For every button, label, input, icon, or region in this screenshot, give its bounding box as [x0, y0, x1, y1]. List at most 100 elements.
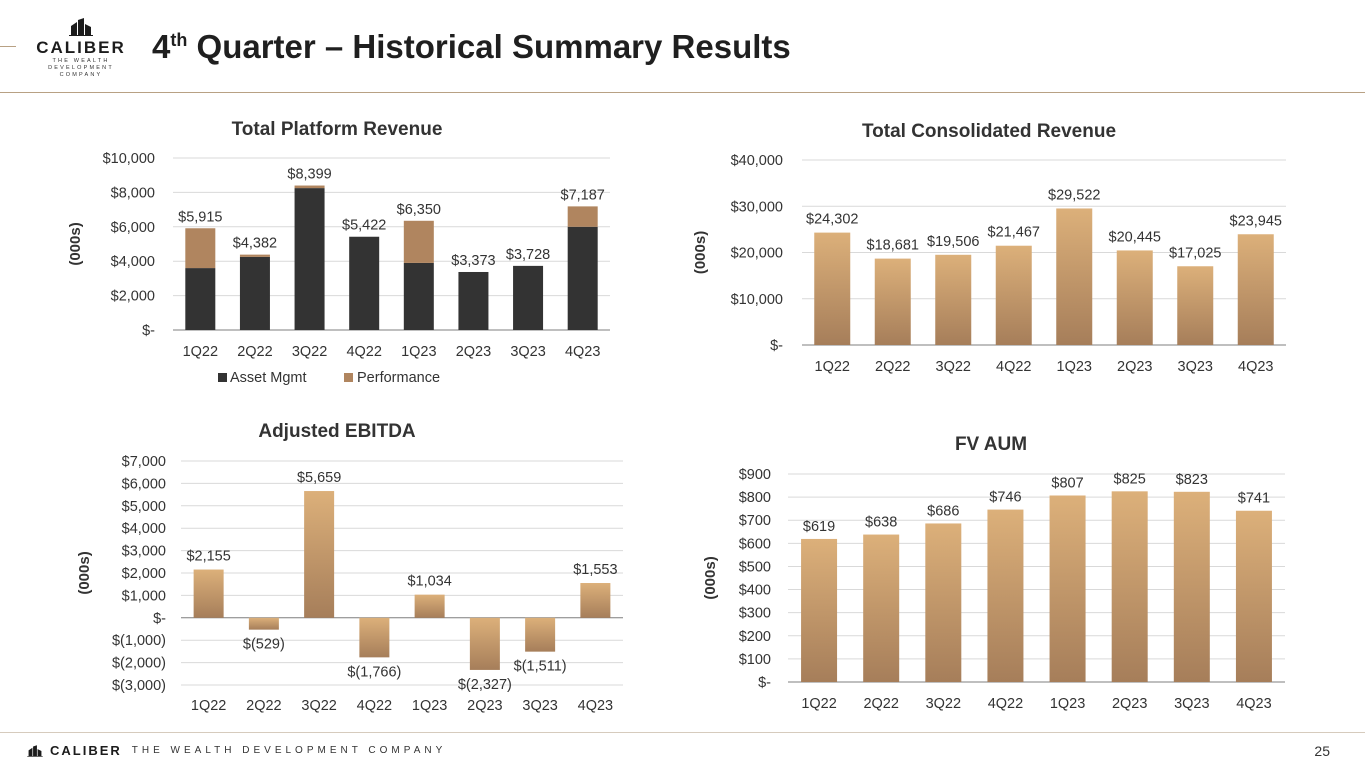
legend-label: Asset Mgmt	[230, 370, 307, 386]
bar	[814, 232, 851, 345]
legend-swatch-performance	[344, 373, 353, 382]
x-tick-label: 4Q23	[578, 698, 613, 714]
bar	[935, 254, 972, 345]
footer-logo: CALIBER THE WEALTH DEVELOPMENT COMPANY	[26, 743, 446, 758]
fv-aum-chart: FV AUM (000s) $- $100 $200 $300 $400 $500 $600 $7…	[702, 434, 1285, 712]
page-number: 25	[1314, 743, 1330, 759]
data-label: $2,155	[186, 549, 230, 565]
data-label: $8,399	[287, 167, 331, 183]
y-tick-label: $900	[739, 467, 771, 483]
x-tick-label: 2Q22	[875, 359, 910, 375]
x-tick-label: 4Q22	[357, 698, 392, 714]
caliber-building-icon	[69, 18, 93, 36]
y-tick-label: $(3,000)	[112, 678, 166, 694]
x-tick-label: 1Q22	[183, 344, 218, 360]
x-tick-label: 2Q23	[1112, 696, 1147, 712]
x-tick-label: 3Q23	[1178, 359, 1213, 375]
data-label: $619	[803, 519, 835, 535]
legend-label: Performance	[357, 370, 440, 386]
data-label: $6,350	[397, 202, 441, 218]
caliber-building-icon	[27, 744, 43, 757]
y-tick-label: $6,000	[111, 220, 155, 236]
y-axis-label: (000s)	[702, 556, 719, 599]
data-label: $20,445	[1109, 229, 1161, 245]
y-axis-label: (000s)	[692, 231, 709, 274]
data-label: $(529)	[243, 637, 285, 653]
y-tick-label: $3,000	[122, 544, 166, 560]
chart-title: Total Consolidated Revenue	[862, 121, 1116, 142]
header-accent	[0, 46, 16, 47]
data-label: $18,681	[867, 238, 919, 254]
y-tick-label: $4,000	[111, 254, 155, 270]
legend-swatch-asset-mgmt	[218, 373, 227, 382]
bar-performance	[294, 185, 325, 189]
x-tick-label: 3Q23	[1174, 696, 1209, 712]
x-tick-label: 2Q22	[246, 698, 281, 714]
x-tick-label: 1Q22	[801, 696, 836, 712]
y-tick-label: $40,000	[731, 153, 783, 169]
bar	[863, 534, 900, 682]
x-tick-label: 4Q22	[988, 696, 1023, 712]
data-label: $21,467	[988, 225, 1040, 241]
y-tick-label: $6,000	[122, 476, 166, 492]
bar	[987, 509, 1024, 682]
bar-asset-mgmt	[349, 236, 380, 330]
y-tick-label: $10,000	[731, 292, 783, 308]
bar	[925, 523, 962, 682]
bar	[525, 617, 556, 652]
data-label: $5,915	[178, 209, 222, 225]
data-label: $686	[927, 503, 959, 519]
y-tick-label: $10,000	[103, 151, 155, 167]
bar-asset-mgmt	[458, 271, 489, 330]
bar	[1116, 250, 1153, 345]
bar	[1049, 495, 1086, 682]
data-label: $29,522	[1048, 187, 1100, 203]
x-tick-label: 3Q22	[926, 696, 961, 712]
x-tick-label: 1Q23	[401, 344, 436, 360]
y-axis-label: (000s)	[76, 551, 93, 594]
x-tick-label: 2Q23	[456, 344, 491, 360]
x-tick-label: 2Q22	[863, 696, 898, 712]
y-tick-label: $20,000	[731, 246, 783, 262]
bar	[469, 617, 500, 670]
data-label: $825	[1114, 471, 1146, 487]
bar-performance	[239, 254, 270, 257]
adjusted-ebitda-chart: Adjusted EBITDA (000s) $(3,000) $(2,000) $(1…	[76, 421, 623, 714]
y-tick-label: $200	[739, 629, 771, 645]
logo-tagline: THE WEALTH DEVELOPMENT	[48, 58, 114, 71]
bar-asset-mgmt	[567, 226, 598, 330]
data-label: $4,382	[233, 236, 277, 252]
data-label: $638	[865, 515, 897, 531]
y-tick-label: $700	[739, 513, 771, 529]
y-tick-label: $7,000	[122, 454, 166, 470]
x-tick-label: 2Q22	[237, 344, 272, 360]
bar	[1173, 491, 1210, 682]
data-label: $1,553	[573, 562, 617, 578]
y-tick-label: $(2,000)	[112, 656, 166, 672]
data-label: $(1,511)	[514, 659, 567, 675]
x-tick-label: 4Q22	[346, 344, 381, 360]
bar	[193, 569, 224, 618]
y-tick-label: $-	[153, 611, 166, 627]
x-tick-label: 2Q23	[467, 698, 502, 714]
bar-asset-mgmt	[294, 188, 325, 330]
bar-asset-mgmt	[403, 262, 434, 330]
data-label: $19,506	[927, 234, 979, 250]
x-tick-label: 1Q22	[191, 698, 226, 714]
y-tick-label: $4,000	[122, 521, 166, 537]
data-label: $7,187	[561, 187, 605, 203]
x-tick-label: 3Q22	[301, 698, 336, 714]
caliber-logo: CALIBER THE WEALTH DEVELOPMENT COMPANY	[22, 18, 140, 79]
y-tick-label: $-	[142, 323, 155, 339]
data-label: $741	[1238, 491, 1270, 507]
header-divider	[0, 92, 1365, 93]
bar-asset-mgmt	[513, 265, 544, 330]
data-label: $746	[989, 490, 1021, 506]
data-label: $3,373	[451, 253, 495, 269]
bar	[874, 258, 911, 345]
x-tick-label: 3Q22	[936, 359, 971, 375]
bar-performance	[185, 228, 216, 269]
y-tick-label: $800	[739, 490, 771, 506]
y-tick-label: $5,000	[122, 499, 166, 515]
